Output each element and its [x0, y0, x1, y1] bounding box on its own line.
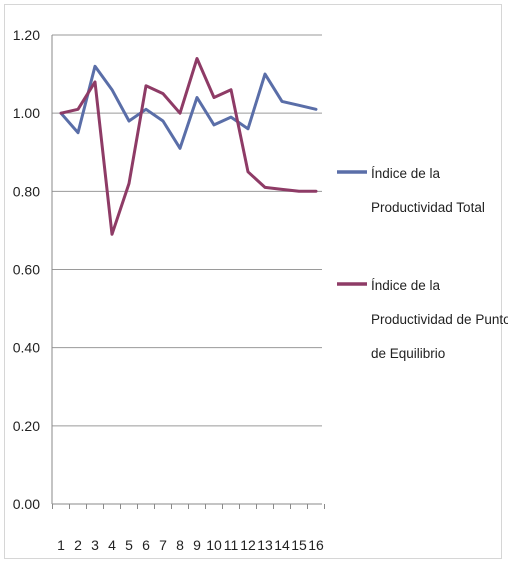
y-tick-label: 0.80 — [13, 183, 40, 199]
axes — [51, 35, 325, 509]
x-tick-label: 14 — [274, 537, 290, 553]
x-tick-label: 3 — [91, 537, 99, 553]
y-tick-label: 0.60 — [13, 262, 40, 278]
legend-label-1: Índice de la — [371, 166, 441, 181]
y-tick-label: 0.20 — [13, 418, 40, 434]
x-tick-label: 1 — [57, 537, 65, 553]
x-tick-label: 12 — [240, 537, 256, 553]
x-tick-label: 15 — [291, 537, 307, 553]
x-tick-label: 6 — [142, 537, 150, 553]
x-tick-label: 11 — [224, 537, 239, 553]
x-tick-label: 16 — [308, 537, 324, 553]
series-line-1 — [59, 64, 318, 150]
x-tick-label: 7 — [159, 537, 167, 553]
series-line-2 — [59, 57, 318, 236]
x-tick-label: 2 — [74, 537, 82, 553]
x-tick-label: 10 — [206, 537, 222, 553]
series-lines — [59, 57, 318, 236]
y-tick-label: 0.40 — [13, 340, 40, 356]
legend-label-2: de Equilibrio — [371, 346, 445, 361]
legend: Índice de la Productividad Total Índice de… — [337, 166, 508, 361]
y-tick-label: 1.20 — [13, 27, 40, 43]
x-tick-label: 13 — [257, 537, 273, 553]
x-tick-label: 8 — [176, 537, 184, 553]
legend-label-2: Productividad de Punto — [371, 312, 508, 327]
x-tick-label: 4 — [108, 537, 116, 553]
x-tick-label: 5 — [125, 537, 133, 553]
y-tick-label: 0.00 — [13, 496, 40, 512]
x-tick-labels: 1 2 3 4 5 6 7 8 9 10 11 12 13 14 15 16 — [57, 537, 324, 553]
legend-label-1: Productividad Total — [371, 200, 485, 215]
legend-label-2: Índice de la — [371, 278, 441, 293]
x-tick-label: 9 — [193, 537, 201, 553]
y-tick-labels: 0.00 0.20 0.40 0.60 0.80 1.00 1.20 — [13, 27, 40, 512]
y-tick-label: 1.00 — [13, 105, 40, 121]
